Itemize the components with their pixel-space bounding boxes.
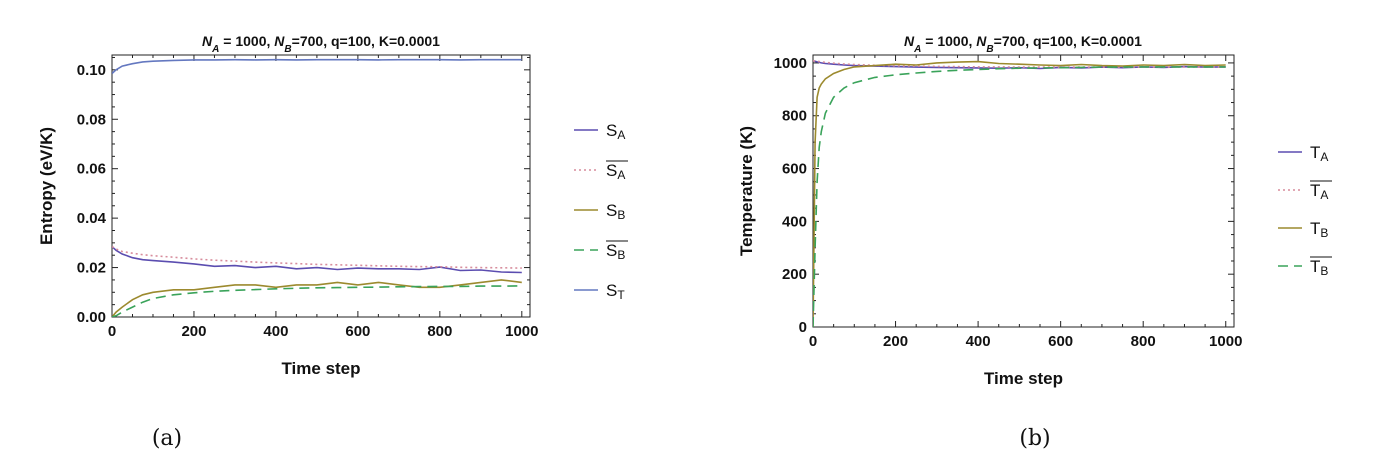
- title-subscript: A: [211, 44, 219, 55]
- legend-label-sub: B: [617, 248, 625, 262]
- legend-label-sub: B: [617, 208, 625, 222]
- title-subscript: A: [913, 44, 921, 55]
- x-axis-label: Time step: [984, 369, 1063, 388]
- legend-label-sub: A: [1320, 150, 1328, 164]
- legend-label-main: S: [606, 121, 617, 140]
- legend-label-main: S: [606, 161, 617, 180]
- y-tick-label: 0.04: [77, 210, 107, 227]
- y-tick-label: 0.06: [77, 161, 106, 178]
- y-tick-label: 0.02: [77, 260, 106, 277]
- y-tick-label: 400: [782, 213, 807, 230]
- legend-label: SB: [606, 201, 625, 222]
- title-part: N: [274, 33, 285, 49]
- legend-label-sub: T: [617, 288, 625, 302]
- legend-label: SB: [606, 241, 625, 262]
- title-subscript: B: [284, 44, 291, 55]
- title-part: =700, q=100, K=0.0001: [292, 33, 440, 49]
- legend-label: TB: [1310, 219, 1328, 240]
- y-axis-label: Entropy (eV/K): [37, 127, 56, 245]
- legend-label-main: S: [606, 241, 617, 260]
- x-tick-label: 0: [108, 323, 116, 340]
- x-axis-label: Time step: [281, 359, 360, 378]
- x-tick-label: 800: [1131, 333, 1156, 350]
- x-tick-label: 200: [181, 323, 206, 340]
- title-part: N: [202, 33, 213, 49]
- title-part: N: [904, 33, 915, 49]
- series-line-t-b: [813, 60, 1226, 327]
- series-line-s-a-mean: [112, 245, 522, 269]
- legend-label: ST: [606, 281, 625, 302]
- x-tick-label: 400: [966, 333, 991, 350]
- legend-label: TB: [1310, 257, 1328, 278]
- legend-label-sub: B: [1320, 264, 1328, 278]
- title-part: = 1000,: [921, 33, 976, 49]
- legend-label-main: T: [1310, 219, 1320, 238]
- x-tick-label: 600: [1048, 333, 1073, 350]
- legend-label-main: T: [1310, 257, 1320, 276]
- series-line-t-a: [813, 60, 1226, 70]
- legend-label: SA: [606, 121, 625, 142]
- x-tick-label: 200: [883, 333, 908, 350]
- series-line-s-a: [112, 246, 522, 274]
- panel-caption: (a): [152, 426, 182, 451]
- legend-label: TA: [1310, 143, 1328, 164]
- legend-label-main: T: [1310, 143, 1320, 162]
- legend-label-sub: B: [1320, 226, 1328, 240]
- chart-title: NA = 1000, NB=700, q=100, K=0.0001: [904, 33, 1142, 55]
- title-subscript: B: [986, 44, 993, 55]
- legend-label-sub: A: [617, 168, 625, 182]
- y-tick-label: 0.00: [77, 309, 106, 326]
- y-axis-label: Temperature (K): [737, 126, 756, 256]
- x-tick-label: 800: [427, 323, 452, 340]
- y-tick-label: 800: [782, 108, 807, 125]
- title-part: N: [976, 33, 987, 49]
- x-tick-label: 0: [809, 333, 817, 350]
- legend-label-sub: A: [1320, 188, 1328, 202]
- series-line-s-t: [112, 58, 522, 75]
- title-part: = 1000,: [219, 33, 274, 49]
- panel-caption: (b): [1019, 426, 1050, 451]
- series-line-s-b-mean: [112, 285, 522, 317]
- y-tick-label: 0.08: [77, 111, 106, 128]
- title-part: =700, q=100, K=0.0001: [994, 33, 1142, 49]
- y-tick-label: 0: [799, 319, 807, 336]
- series-line-t-b-mean: [813, 66, 1226, 327]
- y-tick-label: 0.10: [77, 62, 106, 79]
- chart-title: NA = 1000, NB=700, q=100, K=0.0001: [202, 33, 440, 55]
- plot-frame: [812, 54, 1235, 328]
- x-tick-label: 400: [263, 323, 288, 340]
- x-tick-label: 1000: [505, 323, 538, 340]
- y-tick-label: 1000: [774, 55, 807, 72]
- legend-label-main: S: [606, 281, 617, 300]
- legend-label: SA: [606, 161, 625, 182]
- plot-frame: [111, 54, 531, 318]
- legend-label-main: S: [606, 201, 617, 220]
- legend-label-sub: A: [617, 128, 625, 142]
- y-tick-label: 600: [782, 161, 807, 178]
- x-tick-label: 1000: [1209, 333, 1242, 350]
- series-line-s-b: [112, 279, 522, 317]
- y-tick-label: 200: [782, 266, 807, 283]
- x-tick-label: 600: [345, 323, 370, 340]
- legend-label: TA: [1310, 181, 1328, 202]
- legend-label-main: T: [1310, 181, 1320, 200]
